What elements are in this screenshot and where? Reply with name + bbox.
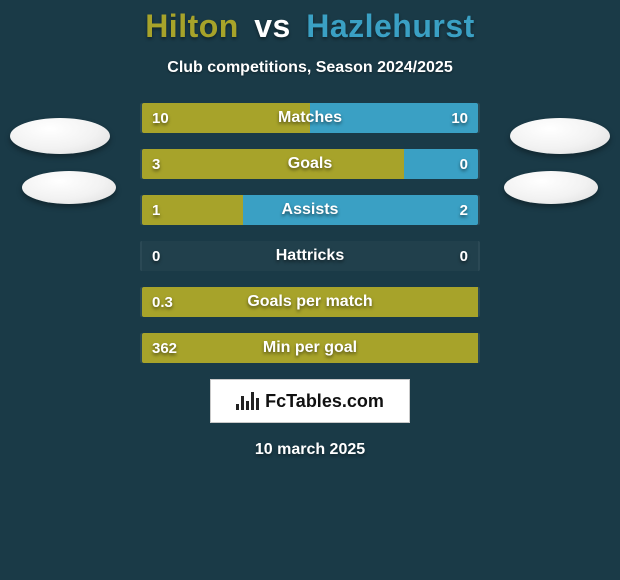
stat-row: Assists1 2 xyxy=(140,195,480,225)
logo-text: FcTables.com xyxy=(265,391,384,412)
avatar-placeholder-icon xyxy=(504,171,598,204)
stat-label: Hattricks xyxy=(142,241,478,271)
infographic-container: Hilton vs Hazlehurst Club competitions, … xyxy=(0,0,620,459)
avatar-placeholder-icon xyxy=(22,171,116,204)
stat-value-right: 0 xyxy=(450,149,478,179)
stat-label: Min per goal xyxy=(142,333,478,363)
player2-name: Hazlehurst xyxy=(306,8,475,44)
player1-name: Hilton xyxy=(145,8,239,44)
stat-label: Assists xyxy=(142,195,478,225)
stat-value-left: 10 xyxy=(142,103,179,133)
stat-value-right: 10 xyxy=(441,103,478,133)
fctables-logo: FcTables.com xyxy=(210,379,410,423)
avatar-placeholder-icon xyxy=(510,118,610,154)
stat-value-right: 2 xyxy=(450,195,478,225)
logo-bars-icon xyxy=(236,392,259,410)
stat-label: Goals xyxy=(142,149,478,179)
stat-value-left: 362 xyxy=(142,333,187,363)
stat-label: Matches xyxy=(142,103,478,133)
stat-value-right xyxy=(458,287,478,317)
stat-row: Hattricks0 0 xyxy=(140,241,480,271)
stat-value-left: 1 xyxy=(142,195,170,225)
comparison-title: Hilton vs Hazlehurst xyxy=(0,8,620,45)
stat-value-left: 0 xyxy=(142,241,170,271)
stat-value-left: 0.3 xyxy=(142,287,183,317)
date-label: 10 march 2025 xyxy=(0,441,620,459)
stat-value-left: 3 xyxy=(142,149,170,179)
stat-row: Matches10 10 xyxy=(140,103,480,133)
stat-row: Min per goal362 xyxy=(140,333,480,363)
stat-label: Goals per match xyxy=(142,287,478,317)
vs-label: vs xyxy=(254,8,291,44)
stat-row: Goals per match0.3 xyxy=(140,287,480,317)
stat-row: Goals3 0 xyxy=(140,149,480,179)
season-subtitle: Club competitions, Season 2024/2025 xyxy=(0,59,620,77)
stat-value-right xyxy=(458,333,478,363)
avatar-placeholder-icon xyxy=(10,118,110,154)
stats-list: Matches1010Goals30Assists12Hattricks00Go… xyxy=(140,103,480,363)
stat-value-right: 0 xyxy=(450,241,478,271)
